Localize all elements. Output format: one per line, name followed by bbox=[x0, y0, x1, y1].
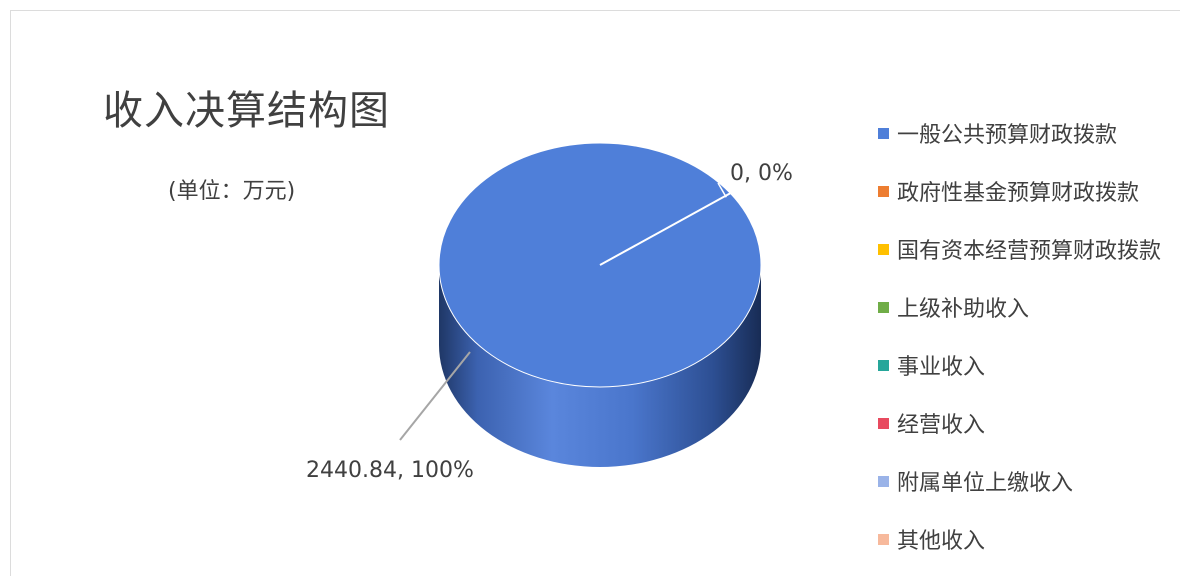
legend-item: 事业收入 bbox=[878, 336, 1161, 394]
legend-item: 附属单位上缴收入 bbox=[878, 452, 1161, 510]
legend-swatch bbox=[878, 127, 889, 139]
legend-label: 附属单位上缴收入 bbox=[897, 471, 1074, 496]
legend-label: 国有资本经营预算财政拨款 bbox=[897, 239, 1162, 264]
legend-swatch bbox=[878, 417, 889, 429]
chart-subtitle: (单位：万元) bbox=[168, 179, 296, 204]
data-label-leader-main bbox=[399, 351, 471, 441]
legend-item: 一般公共预算财政拨款 bbox=[878, 104, 1161, 162]
data-label-leader-zero bbox=[717, 182, 727, 198]
legend-label: 上级补助收入 bbox=[897, 297, 1030, 322]
legend-item: 上级补助收入 bbox=[878, 278, 1161, 336]
pie-slice-side-0 bbox=[439, 265, 761, 467]
slice-boundary-line bbox=[599, 192, 731, 266]
legend-label: 一般公共预算财政拨款 bbox=[897, 123, 1118, 148]
legend-label: 经营收入 bbox=[897, 413, 986, 438]
chart-frame bbox=[10, 10, 1180, 576]
chart-legend: 一般公共预算财政拨款 政府性基金预算财政拨款 国有资本经营预算财政拨款 上级补助收入事… bbox=[878, 104, 1161, 568]
legend-label: 事业收入 bbox=[897, 355, 986, 380]
legend-swatch bbox=[878, 243, 889, 255]
legend-item: 国有资本经营预算财政拨款 bbox=[878, 220, 1161, 278]
legend-swatch bbox=[878, 301, 889, 313]
legend-swatch bbox=[878, 359, 889, 371]
legend-swatch bbox=[878, 185, 889, 197]
legend-item: 经营收入 bbox=[878, 394, 1161, 452]
chart-title: 收入决算结构图 bbox=[103, 88, 390, 134]
data-label-zero: 0, 0% bbox=[730, 161, 793, 186]
legend-swatch bbox=[878, 475, 889, 487]
legend-label: 其他收入 bbox=[897, 529, 986, 554]
legend-label: 政府性基金预算财政拨款 bbox=[897, 181, 1140, 206]
legend-item: 政府性基金预算财政拨款 bbox=[878, 162, 1161, 220]
legend-swatch bbox=[878, 533, 889, 545]
data-label-main: 2440.84, 100% bbox=[306, 458, 474, 483]
legend-item: 其他收入 bbox=[878, 510, 1161, 568]
